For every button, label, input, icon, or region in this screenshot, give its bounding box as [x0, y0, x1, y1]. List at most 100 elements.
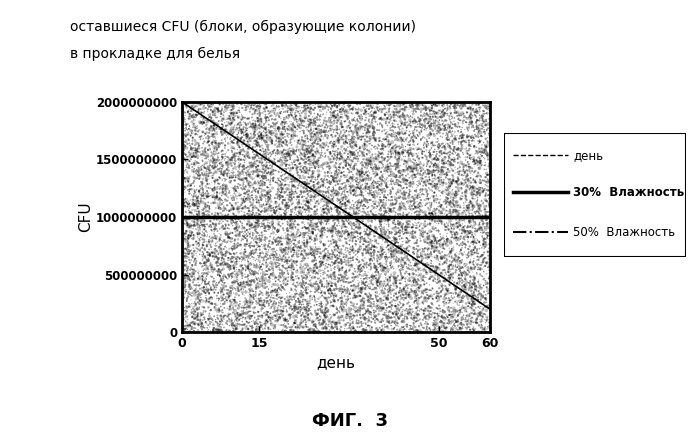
Point: [320, 128, 331, 136]
Point: [276, 169, 287, 176]
Point: [232, 279, 243, 286]
Point: [287, 237, 298, 244]
Point: [287, 206, 298, 213]
Point: [402, 134, 413, 141]
Point: [286, 306, 297, 313]
Point: [428, 110, 439, 117]
Point: [256, 131, 267, 138]
Point: [189, 202, 200, 209]
Point: [227, 286, 238, 293]
Point: [227, 144, 238, 151]
Point: [237, 186, 248, 193]
Point: [218, 261, 229, 268]
Point: [356, 229, 367, 236]
Point: [252, 126, 263, 133]
Point: [406, 278, 417, 285]
Point: [270, 132, 281, 140]
Point: [191, 149, 202, 156]
Point: [228, 195, 239, 202]
Point: [438, 308, 449, 315]
Point: [272, 227, 283, 234]
Point: [457, 303, 468, 311]
Point: [318, 249, 330, 256]
Point: [314, 113, 326, 120]
Point: [278, 245, 289, 253]
Point: [196, 191, 207, 198]
Point: [251, 246, 262, 253]
Point: [426, 243, 438, 250]
Point: [463, 204, 475, 211]
Point: [330, 241, 342, 248]
Point: [261, 118, 272, 125]
Point: [196, 244, 207, 251]
Point: [281, 264, 293, 272]
Point: [362, 171, 373, 179]
Point: [463, 132, 475, 140]
Point: [407, 270, 419, 277]
Point: [217, 185, 228, 192]
Point: [459, 181, 470, 188]
Point: [435, 178, 446, 185]
Point: [371, 240, 382, 247]
Point: [363, 209, 374, 216]
Point: [295, 297, 306, 304]
Point: [294, 160, 305, 167]
Point: [447, 138, 458, 145]
Point: [292, 322, 303, 329]
Point: [382, 115, 393, 122]
Point: [428, 212, 439, 219]
Point: [215, 318, 226, 325]
Point: [216, 100, 227, 107]
Point: [332, 146, 344, 153]
Point: [480, 198, 491, 205]
Point: [416, 164, 427, 171]
Point: [385, 207, 396, 214]
Point: [428, 155, 440, 163]
Point: [240, 279, 251, 286]
Point: [296, 212, 307, 219]
Point: [474, 305, 485, 312]
Point: [456, 288, 467, 295]
Point: [334, 178, 345, 185]
Point: [279, 125, 290, 132]
Point: [442, 157, 454, 164]
Point: [419, 179, 430, 186]
Point: [375, 251, 386, 258]
Point: [268, 129, 279, 136]
Point: [302, 154, 313, 161]
Point: [237, 232, 248, 239]
Point: [421, 166, 433, 173]
Point: [244, 164, 256, 171]
Point: [385, 110, 396, 117]
Point: [436, 284, 447, 291]
Point: [241, 151, 252, 158]
Point: [364, 169, 375, 176]
Point: [190, 261, 201, 268]
Point: [461, 324, 472, 331]
Point: [456, 269, 468, 276]
Point: [184, 140, 195, 147]
Point: [420, 227, 431, 234]
Point: [186, 272, 197, 280]
Point: [312, 311, 323, 318]
Point: [370, 155, 382, 163]
Point: [193, 108, 204, 115]
Point: [304, 180, 315, 187]
Point: [424, 122, 435, 129]
Point: [237, 113, 248, 120]
Point: [295, 294, 307, 301]
Point: [395, 198, 407, 206]
Point: [452, 312, 463, 319]
Point: [377, 145, 388, 152]
Point: [389, 276, 400, 283]
Point: [350, 251, 361, 258]
Point: [286, 274, 297, 281]
Point: [239, 295, 251, 302]
Point: [424, 304, 435, 311]
Point: [326, 142, 337, 149]
Point: [435, 255, 447, 262]
Point: [379, 293, 390, 300]
Point: [382, 319, 393, 326]
Point: [410, 276, 421, 284]
Point: [426, 199, 437, 206]
